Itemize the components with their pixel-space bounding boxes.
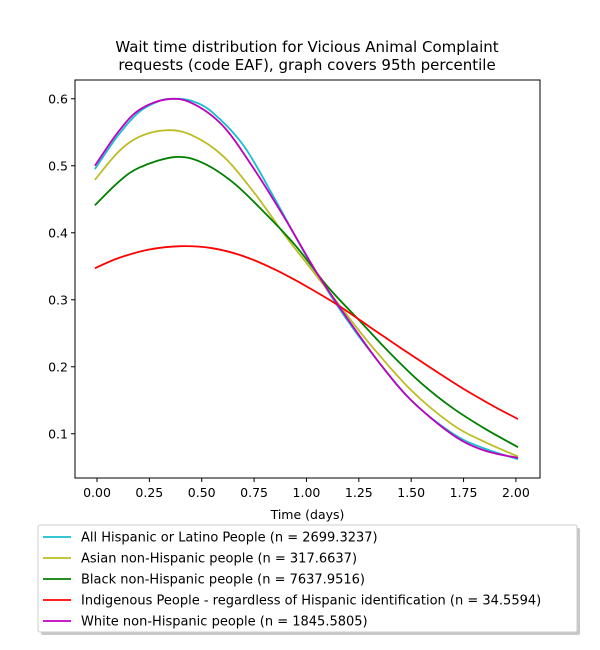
- series-line-4: [94, 97, 519, 459]
- x-tick-label: 0.00: [83, 485, 111, 500]
- legend-entry-0: All Hispanic or Latino People (n = 2699.…: [81, 531, 378, 546]
- y-tick-label: 0.3: [48, 292, 68, 307]
- chart-title-line-1: Wait time distribution for Vicious Anima…: [115, 38, 498, 56]
- plot-lines: [94, 97, 519, 461]
- y-tick-label: 0.4: [48, 225, 68, 240]
- x-tick-label: 0.50: [188, 485, 216, 500]
- x-tick-label: 1.25: [345, 485, 373, 500]
- axis-ticks: 0.00 0.25 0.50 0.75 1.00 1.25 1.50 1.75 2.00 0.1 0…: [48, 91, 530, 500]
- x-tick-label: 2.00: [502, 485, 530, 500]
- chart-title-line-2: requests (code EAF), graph covers 95th p…: [118, 56, 495, 74]
- y-tick-label: 0.2: [48, 359, 68, 374]
- legend-entry-1: Asian non-Hispanic people (n = 317.6637): [81, 552, 357, 567]
- x-axis-label: Time (days): [270, 507, 345, 522]
- x-tick-label: 1.75: [450, 485, 478, 500]
- legend: All Hispanic or Latino People (n = 2699.…: [37, 524, 580, 635]
- series-line-0: [94, 97, 519, 461]
- y-tick-label: 0.1: [48, 426, 68, 441]
- x-tick-label: 1.00: [293, 485, 321, 500]
- legend-entry-3: Indigenous People - regardless of Hispan…: [81, 594, 541, 609]
- x-tick-label: 1.50: [397, 485, 425, 500]
- x-tick-label: 0.25: [135, 485, 163, 500]
- x-tick-label: 0.75: [240, 485, 268, 500]
- y-tick-label: 0.5: [48, 158, 68, 173]
- series-line-1: [94, 129, 519, 458]
- legend-box: [37, 524, 578, 633]
- series-line-2: [94, 155, 519, 448]
- legend-entry-2: Black non-Hispanic people (n = 7637.9516…: [81, 573, 365, 588]
- legend-entry-4: White non-Hispanic people (n = 1845.5805…: [81, 615, 368, 630]
- plot-frame: [74, 79, 541, 479]
- series-line-3: [94, 245, 519, 420]
- y-tick-label: 0.6: [48, 91, 68, 106]
